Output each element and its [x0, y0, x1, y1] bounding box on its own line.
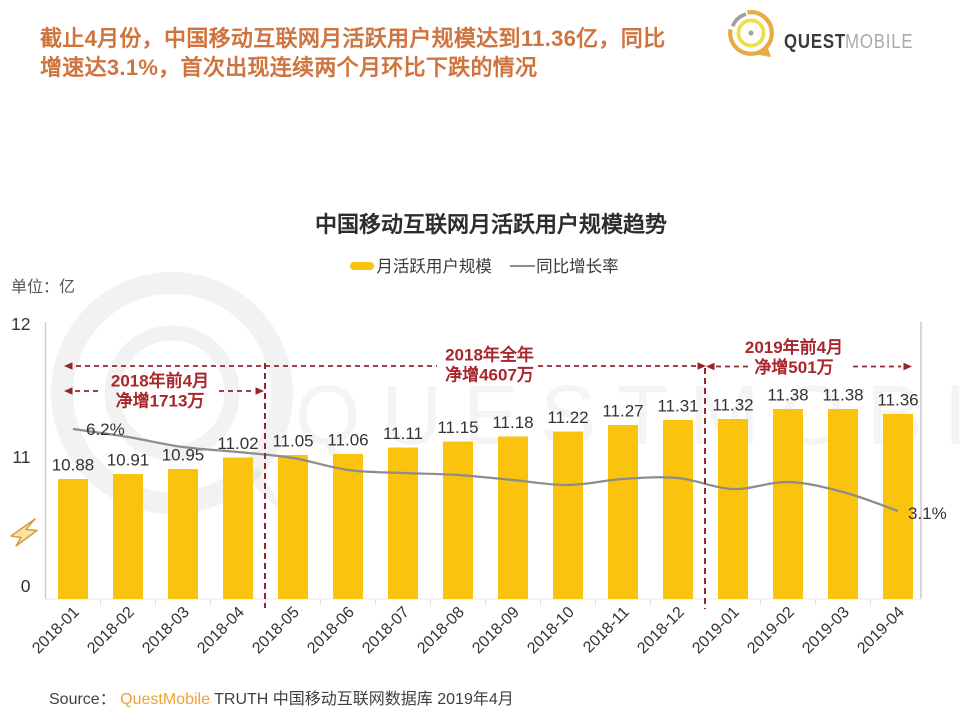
svg-text:2018-08: 2018-08: [414, 604, 468, 658]
svg-text:2018-07: 2018-07: [359, 604, 413, 658]
svg-text:MOBILE: MOBILE: [845, 29, 913, 52]
svg-text:2019-04: 2019-04: [854, 604, 908, 658]
svg-text:10.91: 10.91: [107, 451, 150, 470]
svg-text:2018-09: 2018-09: [469, 604, 523, 658]
svg-text:2018-12: 2018-12: [634, 604, 688, 658]
svg-text:11.38: 11.38: [767, 386, 808, 405]
svg-text:10.95: 10.95: [162, 446, 205, 465]
svg-text:2018-03: 2018-03: [139, 604, 193, 658]
svg-text:净增1713万: 净增1713万: [116, 391, 205, 411]
svg-text:11: 11: [12, 447, 30, 467]
svg-text:11.22: 11.22: [547, 408, 588, 427]
svg-text:3.1%: 3.1%: [908, 504, 947, 523]
svg-text:2018-10: 2018-10: [524, 604, 578, 658]
svg-text:2018-11: 2018-11: [580, 604, 633, 657]
svg-text:2019-03: 2019-03: [799, 604, 853, 658]
svg-text:2018-01: 2018-01: [29, 604, 83, 658]
svg-text:11.06: 11.06: [327, 431, 368, 450]
svg-text:11.11: 11.11: [383, 424, 423, 443]
svg-text:2018-04: 2018-04: [194, 604, 248, 658]
svg-text:11.36: 11.36: [877, 391, 918, 410]
svg-text:净增501万: 净增501万: [754, 357, 833, 377]
svg-text:11.38: 11.38: [822, 386, 863, 405]
svg-text:2019-02: 2019-02: [744, 604, 798, 658]
svg-text:2018-05: 2018-05: [249, 604, 303, 658]
svg-text:0: 0: [21, 576, 31, 596]
svg-text:11.15: 11.15: [437, 418, 478, 437]
svg-text:QUEST: QUEST: [784, 29, 846, 52]
svg-text:2018-02: 2018-02: [84, 604, 138, 658]
svg-text:6.2%: 6.2%: [86, 420, 125, 439]
svg-text:11.18: 11.18: [492, 413, 533, 432]
svg-text:净增4607万: 净增4607万: [445, 365, 534, 385]
svg-text:2019-01: 2019-01: [689, 604, 743, 658]
svg-text:12: 12: [11, 314, 30, 334]
svg-text:10.88: 10.88: [52, 456, 95, 475]
svg-text:11.02: 11.02: [217, 434, 258, 453]
svg-text:2019年前4月: 2019年前4月: [745, 337, 843, 357]
svg-text:11.27: 11.27: [602, 402, 643, 421]
svg-text:2018年全年: 2018年全年: [445, 345, 534, 365]
svg-text:11.05: 11.05: [272, 432, 313, 451]
svg-text:2018-06: 2018-06: [304, 604, 358, 658]
svg-text:11.32: 11.32: [712, 396, 753, 415]
svg-text:11.31: 11.31: [657, 397, 698, 416]
svg-text:2018年前4月: 2018年前4月: [111, 371, 209, 391]
